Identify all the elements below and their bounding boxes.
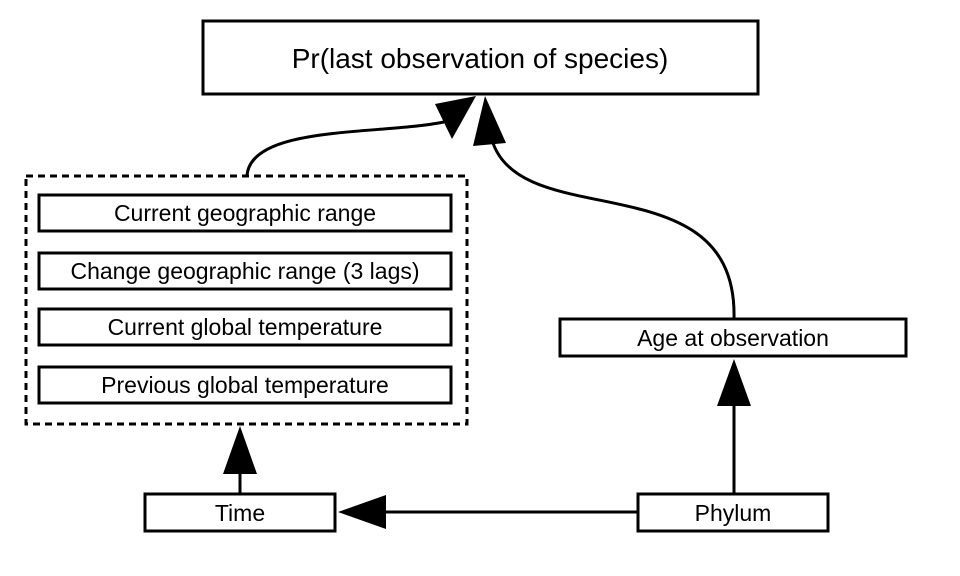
outcome-node: Pr(last observation of species) bbox=[201, 19, 760, 96]
time-node: Time bbox=[143, 492, 337, 533]
current-temp-label: Current global temperature bbox=[108, 314, 383, 340]
phylum-label: Phylum bbox=[695, 500, 772, 526]
time-label: Time bbox=[215, 500, 265, 526]
previous-temp-label: Previous global temperature bbox=[101, 372, 389, 398]
current-temp-node: Current global temperature bbox=[37, 307, 453, 347]
edge-covariates-to-outcome bbox=[245, 96, 476, 177]
arrowhead-phylum-time bbox=[338, 495, 386, 529]
edge-phylum-to-time bbox=[338, 495, 638, 529]
arrowhead-covariates bbox=[435, 96, 476, 139]
arrowhead-age bbox=[473, 96, 506, 146]
outcome-label: Pr(last observation of species) bbox=[292, 43, 669, 74]
phylum-node: Phylum bbox=[636, 492, 830, 533]
edge-phylum-to-age bbox=[717, 359, 751, 494]
change-range-label: Change geographic range (3 lags) bbox=[70, 258, 419, 284]
current-range-node: Current geographic range bbox=[37, 193, 453, 233]
edge-time-to-covariates bbox=[223, 426, 257, 494]
current-range-label: Current geographic range bbox=[114, 200, 376, 226]
edge-age-to-outcome bbox=[473, 96, 736, 320]
age-node: Age at observation bbox=[558, 317, 908, 358]
arrowhead-phylum-age bbox=[717, 359, 751, 406]
change-range-node: Change geographic range (3 lags) bbox=[37, 251, 453, 291]
covariate-group bbox=[24, 174, 469, 426]
previous-temp-node: Previous global temperature bbox=[37, 365, 453, 405]
age-label: Age at observation bbox=[637, 325, 829, 351]
arrowhead-time bbox=[223, 426, 257, 474]
